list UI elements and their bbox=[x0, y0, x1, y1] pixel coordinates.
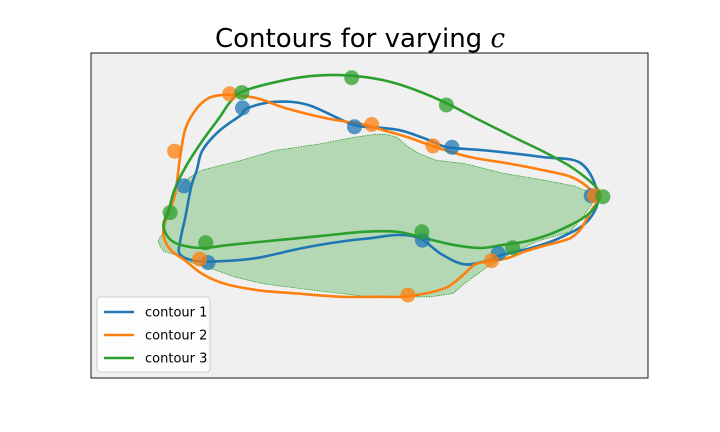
contour-1-marker-2 bbox=[347, 119, 362, 135]
contour-1-marker-3 bbox=[444, 139, 460, 155]
plot-frame bbox=[90, 52, 649, 379]
legend-label-3: contour 3 bbox=[145, 352, 207, 367]
contour-2-marker-1 bbox=[222, 86, 238, 102]
legend-label-1: contour 1 bbox=[145, 306, 207, 321]
contour-3-marker-7 bbox=[198, 235, 214, 251]
plot-layer bbox=[157, 70, 611, 303]
legend-box bbox=[96, 296, 211, 373]
contour-2-marker-2 bbox=[364, 117, 380, 132]
contour-2-marker-6 bbox=[400, 287, 416, 303]
contour-3-marker-1 bbox=[234, 85, 250, 101]
contour-3-marker-2 bbox=[344, 70, 360, 86]
contour-2-marker-8 bbox=[167, 143, 183, 159]
contour-3-marker-3 bbox=[438, 97, 454, 113]
contour-2-marker-7 bbox=[192, 251, 208, 267]
chart-title-variable: c bbox=[490, 24, 505, 54]
chart-title: Contours for varying c bbox=[215, 24, 506, 54]
contour-1-marker-8 bbox=[176, 178, 192, 194]
contour-1-marker-1 bbox=[235, 100, 250, 116]
legend: contour 1 contour 2 contour 3 bbox=[96, 296, 211, 373]
contour-3-marker-8 bbox=[162, 205, 178, 221]
contour-3-marker-5 bbox=[505, 240, 521, 256]
contour-3-marker-4 bbox=[595, 189, 611, 205]
contour-3-marker-6 bbox=[414, 224, 430, 240]
contour-2-marker-5 bbox=[484, 253, 499, 269]
chart-title-text: Contours for varying bbox=[215, 24, 491, 54]
legend-label-2: contour 2 bbox=[145, 329, 207, 344]
contour-2-marker-3 bbox=[425, 138, 441, 154]
